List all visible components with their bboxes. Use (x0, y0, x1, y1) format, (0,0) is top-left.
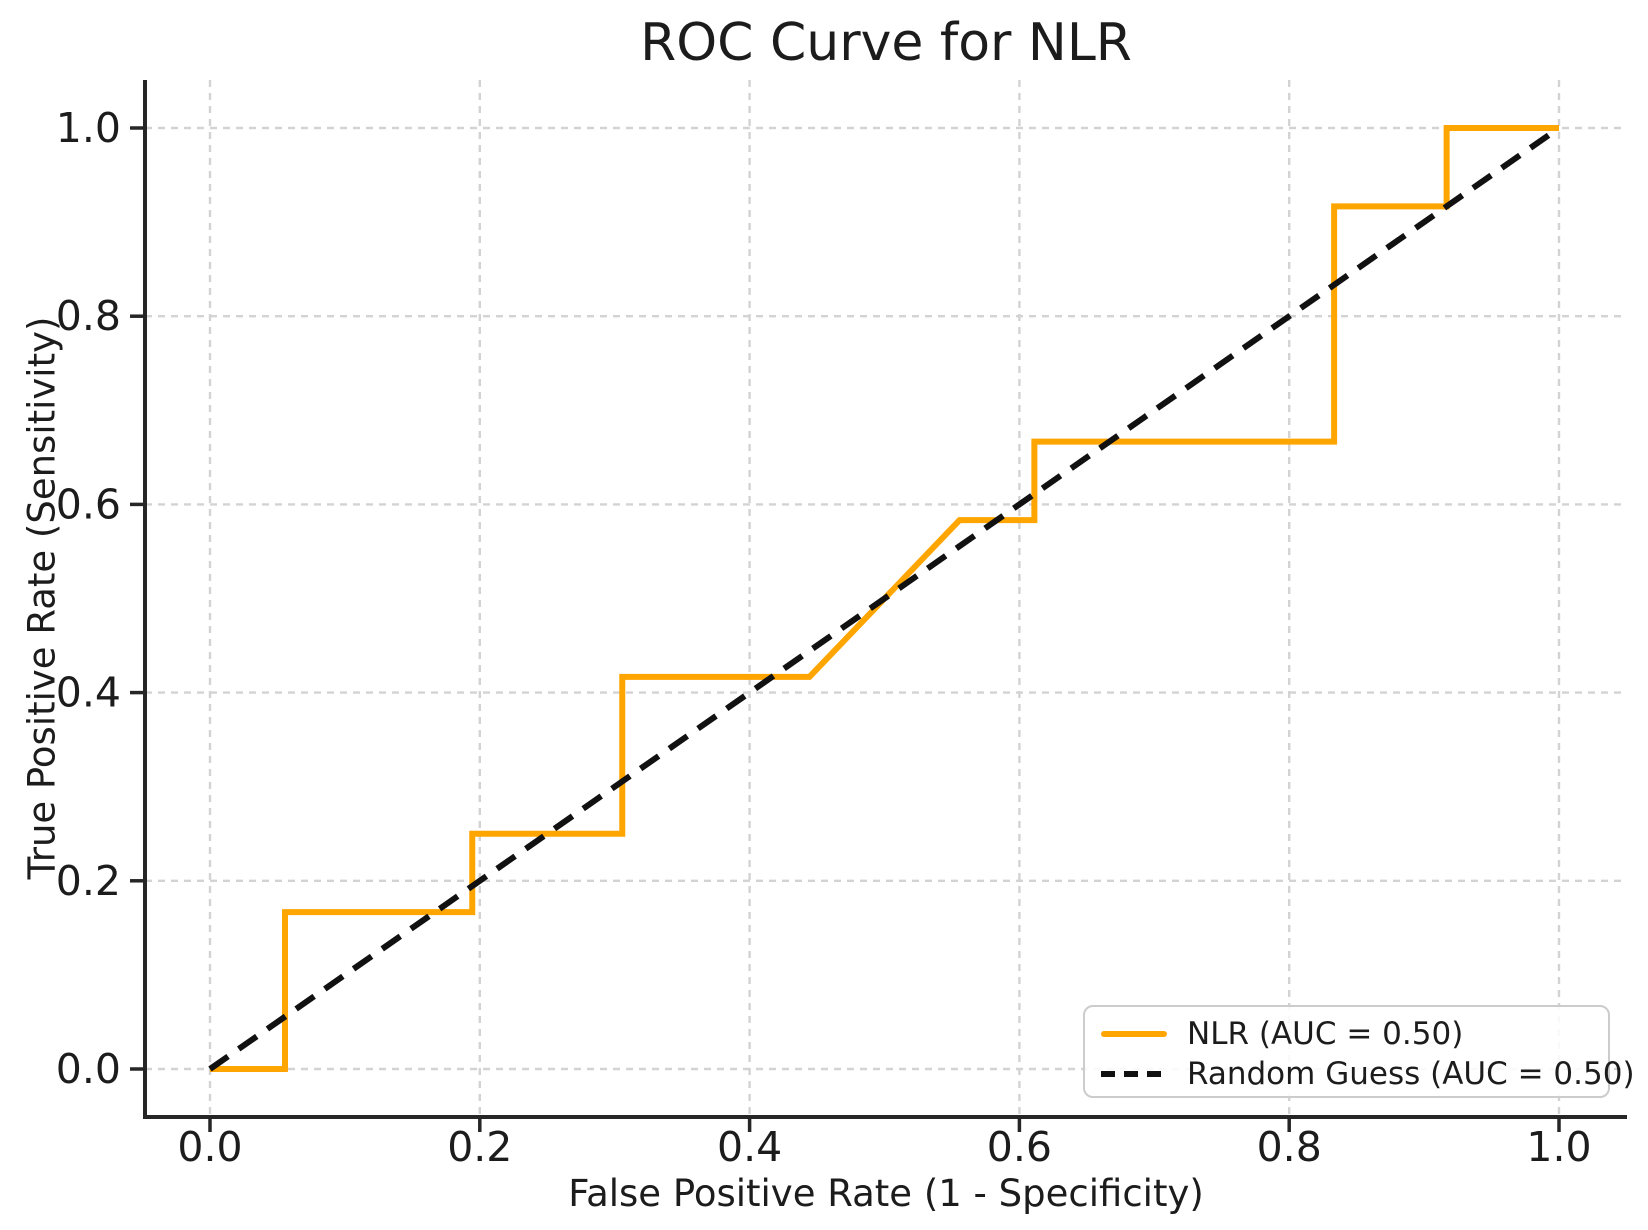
chart-title: ROC Curve for NLR (640, 13, 1132, 73)
legend-item-random: Random Guess (AUC = 0.50) (1101, 1054, 1635, 1094)
legend: NLR (AUC = 0.50) Random Guess (AUC = 0.5… (1083, 1005, 1635, 1098)
y-tick-label: 0.6 (56, 480, 121, 528)
random-guess-line (208, 125, 1561, 1072)
x-tick-label: 0.6 (987, 1123, 1052, 1171)
y-axis-label: True Positive Rate (Sensitivity) (20, 316, 64, 880)
x-tick-label: 0.4 (717, 1123, 782, 1171)
legend-label-random: Random Guess (AUC = 0.50) (1187, 1056, 1635, 1092)
legend-label-nlr: NLR (AUC = 0.50) (1187, 1016, 1464, 1052)
x-tick-label: 0.8 (1257, 1123, 1322, 1171)
nlr-line-sample-icon (1101, 1031, 1167, 1037)
x-tick-label: 1.0 (1526, 1123, 1591, 1171)
y-tick-label: 0.2 (56, 857, 121, 905)
y-tick-label: 0.0 (56, 1045, 121, 1093)
x-tick-label: 0.2 (447, 1123, 512, 1171)
y-tick-label: 0.4 (56, 669, 121, 717)
legend-item-nlr: NLR (AUC = 0.50) (1101, 1014, 1608, 1054)
y-tick-label: 1.0 (56, 104, 121, 152)
x-axis-label: False Positive Rate (1 - Specificity) (568, 1172, 1204, 1215)
y-tick-label: 0.8 (56, 292, 121, 340)
x-tick-label: 0.0 (177, 1123, 242, 1171)
random-guess-line-sample-icon (1101, 1071, 1167, 1077)
